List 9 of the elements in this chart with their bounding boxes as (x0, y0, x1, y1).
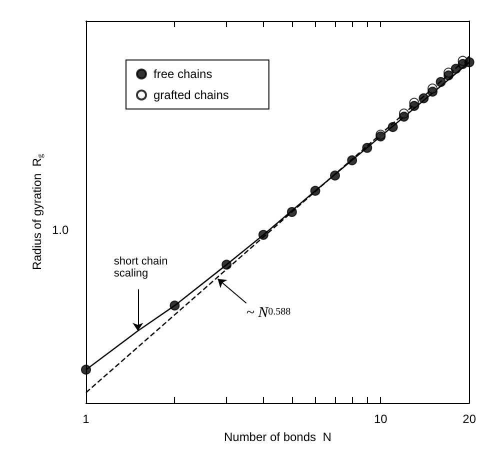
x-axis-title: Number of bonds N (224, 430, 332, 444)
text: 1.0 (52, 223, 70, 238)
legend-label: grafted chains (154, 88, 229, 102)
legend-label: free chains (154, 67, 212, 81)
y-axis-title: Radius of gyration Rg (30, 154, 44, 270)
x-tick-label: 1 (82, 412, 90, 426)
annotation: short chain scaling (114, 255, 168, 280)
x-tick-label: 20 (462, 412, 476, 426)
x-tick-label: 10 (374, 412, 388, 426)
